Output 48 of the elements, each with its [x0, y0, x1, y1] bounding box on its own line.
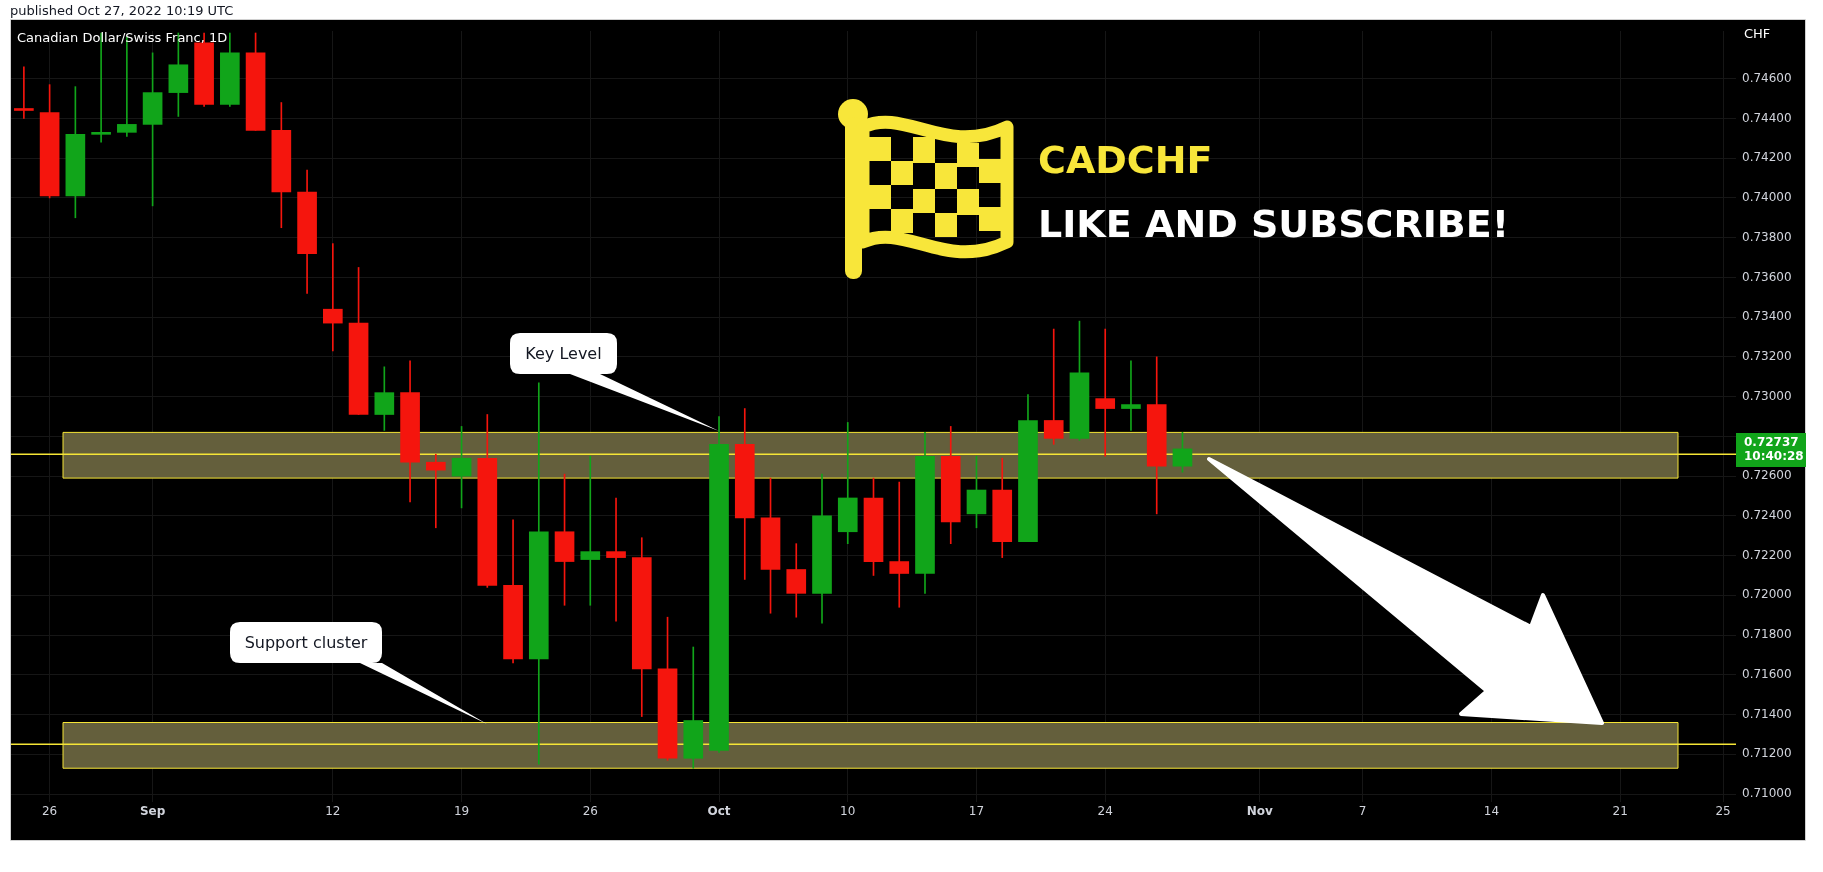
y-tick-label: 0.74600: [1742, 70, 1792, 85]
x-tick-label: 10: [840, 804, 856, 819]
y-tick-label: 0.73800: [1742, 229, 1792, 244]
x-tick-label: 25: [1715, 804, 1731, 819]
y-tick-label: 0.73400: [1742, 309, 1792, 324]
x-tick-label: 26: [41, 804, 58, 819]
annotation: Key Level: [524, 343, 603, 365]
candlestick: [1121, 360, 1141, 431]
chart-subtitle: published Oct 27, 2022 10:19 UTC: [10, 3, 234, 18]
annotation: CADCHF: [1038, 137, 1214, 184]
y-tick-label: 0.72600: [1742, 468, 1792, 483]
candlestick: [425, 453, 446, 529]
x-tick-label: 24: [1097, 804, 1113, 819]
annotation: LIKE AND SUBSCRIBE!: [1038, 201, 1510, 248]
y-tick-label: 0.71800: [1742, 627, 1792, 642]
x-tick-label: Sep: [139, 804, 166, 819]
candlestick: [580, 455, 601, 606]
text: 0.72737 10:40:28: [1744, 435, 1804, 464]
x-tick-label: 19: [453, 804, 470, 819]
candlestick: [606, 497, 626, 622]
x-tick-label: Oct: [707, 804, 731, 819]
x-tick-label: Nov: [1246, 804, 1273, 819]
x-tick-label: 14: [1483, 804, 1500, 819]
y-tick-label: 0.72000: [1742, 587, 1792, 602]
x-tick-label: 7: [1358, 804, 1367, 819]
y-tick-label: 0.71600: [1742, 666, 1792, 681]
y-tick-label: 0.72200: [1742, 547, 1792, 562]
candlestick: [14, 66, 34, 119]
y-tick-label: 0.71400: [1742, 706, 1792, 721]
candlestick: [1095, 328, 1116, 457]
annotation: Support cluster: [243, 632, 369, 654]
x-tick-label: 17: [968, 804, 985, 819]
y-tick-label: 0.73000: [1742, 388, 1792, 403]
x-tick-label: 12: [325, 804, 341, 819]
y-tick-label: 0.74000: [1742, 190, 1792, 205]
y-tick-label: 0.71000: [1742, 786, 1792, 801]
x-tick-label: 21: [1612, 804, 1628, 819]
y-tick-label: 0.73200: [1742, 349, 1792, 364]
candlestick: [323, 243, 343, 352]
y-tick-label: 0.72400: [1742, 507, 1792, 522]
x-tick-label: 26: [582, 804, 598, 819]
candlestick: [1043, 328, 1064, 445]
y-tick-label: 0.74400: [1742, 110, 1792, 125]
y-axis-title: CHF: [1744, 26, 1771, 42]
y-tick-label: 0.71200: [1742, 746, 1792, 761]
y-tick-label: 0.74200: [1742, 150, 1792, 165]
candlestick: [889, 481, 910, 608]
y-tick-label: 0.73600: [1742, 269, 1792, 284]
